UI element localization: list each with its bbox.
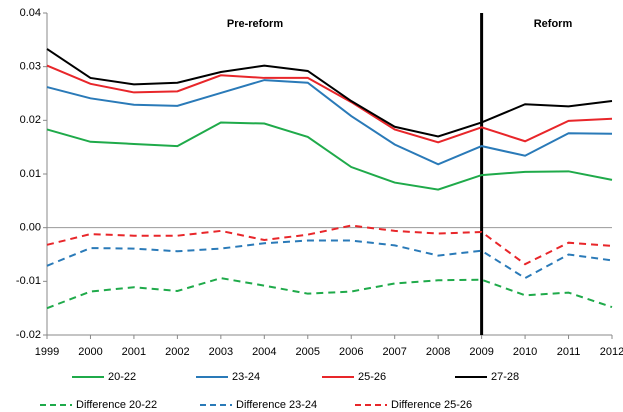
annotation: Reform: [534, 18, 573, 30]
series-line: [46, 239, 613, 280]
y-tick-label: -0.02: [16, 329, 41, 341]
series-line: [46, 277, 613, 310]
x-tick-label: 2007: [382, 346, 406, 358]
legend-label: 23-24: [232, 371, 260, 383]
x-tick-label: 2004: [252, 346, 276, 358]
x-tick-label: 2003: [209, 346, 233, 358]
series-line: [46, 224, 613, 266]
x-tick-label: 2011: [557, 346, 581, 358]
legend-label: 25-26: [358, 371, 386, 383]
y-tick-label: 0.04: [20, 7, 41, 19]
annotation: Pre-reform: [227, 18, 283, 30]
series-line: [46, 79, 613, 166]
x-tick-label: 2012: [600, 346, 623, 358]
legend-label: 27-28: [491, 371, 519, 383]
legend-label: 20-22: [108, 371, 136, 383]
x-tick-label: 1999: [35, 346, 59, 358]
y-tick-label: -0.01: [16, 275, 41, 287]
series-line: [46, 48, 613, 138]
x-tick-label: 2005: [296, 346, 320, 358]
x-tick-label: 2000: [78, 346, 102, 358]
legend-label: Difference 20-22: [76, 399, 157, 411]
y-tick-label: 0.02: [20, 114, 41, 126]
legend-label: Difference 25-26: [391, 399, 472, 411]
x-tick-label: 2001: [122, 346, 146, 358]
series-line: [46, 64, 613, 144]
x-tick-label: 2008: [426, 346, 450, 358]
legend-label: Difference 23-24: [236, 399, 317, 411]
x-tick-label: 2002: [165, 346, 189, 358]
x-tick-label: 2006: [339, 346, 363, 358]
series-line: [46, 121, 613, 191]
x-tick-label: 2010: [513, 346, 537, 358]
y-tick-label: 0.01: [20, 168, 41, 180]
y-tick-label: 0.03: [20, 61, 41, 73]
x-tick-label: 2009: [469, 346, 493, 358]
y-tick-label: 0.00: [20, 222, 41, 234]
